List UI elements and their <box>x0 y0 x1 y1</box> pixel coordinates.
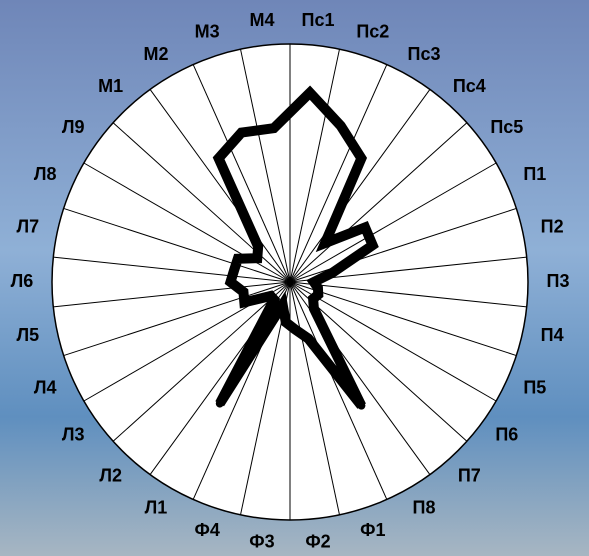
data-point <box>291 325 299 333</box>
data-point <box>310 305 318 313</box>
category-label: П3 <box>547 271 570 291</box>
category-label: Ф1 <box>360 520 385 540</box>
data-point <box>321 239 329 247</box>
category-label: Л6 <box>11 271 34 291</box>
category-label: М4 <box>249 10 274 30</box>
data-point <box>337 122 345 130</box>
data-point <box>215 154 223 162</box>
category-label: Ф4 <box>194 520 219 540</box>
category-label: Пс1 <box>302 10 335 30</box>
data-point <box>240 298 248 306</box>
data-point <box>234 255 242 263</box>
data-point <box>227 278 235 286</box>
category-label: Л1 <box>145 498 168 518</box>
data-point <box>306 89 314 97</box>
data-point <box>237 129 245 137</box>
category-label: Л7 <box>17 216 40 236</box>
data-point <box>254 243 262 251</box>
data-point <box>253 254 261 262</box>
category-label: П4 <box>541 325 564 345</box>
category-label: Л8 <box>34 164 57 184</box>
data-point <box>357 402 365 410</box>
category-label: М2 <box>143 44 168 64</box>
category-label: Л5 <box>17 325 40 345</box>
category-label: П6 <box>495 425 518 445</box>
data-point <box>279 301 287 309</box>
data-point <box>230 266 238 274</box>
category-label: П7 <box>458 465 481 485</box>
data-point <box>216 400 224 408</box>
data-point <box>267 292 275 300</box>
category-label: П8 <box>413 498 436 518</box>
category-label: Л2 <box>99 465 122 485</box>
category-label: П1 <box>523 164 546 184</box>
category-label: Л9 <box>62 117 85 137</box>
category-label: Пс5 <box>490 117 523 137</box>
data-point <box>239 288 247 296</box>
category-label: Пс3 <box>408 44 441 64</box>
chart: Пс1 Пс2 Пс3 Пс4 Пс5 П1 П2 П3 П4 П5 П6 П7 П8 Ф1 Ф2 Ф3 Ф4 Л… <box>0 0 589 556</box>
data-point <box>361 223 369 231</box>
data-point <box>357 154 365 162</box>
category-label: Ф2 <box>305 531 330 551</box>
category-label: П2 <box>541 216 564 236</box>
category-label: Л3 <box>62 425 85 445</box>
category-label: Пс4 <box>453 76 486 96</box>
data-point <box>309 295 317 303</box>
category-label: Пс2 <box>356 22 389 42</box>
category-label: Л4 <box>34 377 57 397</box>
category-label: М3 <box>195 22 220 42</box>
data-point <box>282 318 290 326</box>
category-label: М1 <box>98 76 123 96</box>
data-point <box>304 335 312 343</box>
data-point <box>328 269 336 277</box>
category-label: Ф3 <box>249 531 274 551</box>
data-point <box>270 124 278 132</box>
data-point <box>369 241 377 249</box>
category-label: П5 <box>523 377 546 397</box>
